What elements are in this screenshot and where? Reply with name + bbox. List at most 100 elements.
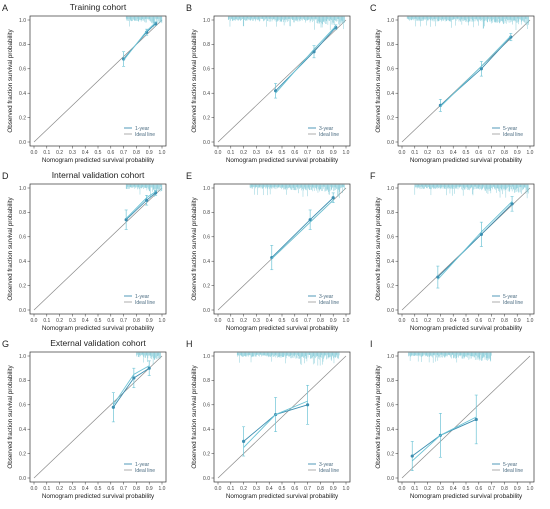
chart-c-point — [479, 67, 483, 71]
chart-g-ideal-line — [33, 355, 163, 479]
chart-g-title: External validation cohort — [50, 338, 146, 348]
chart-f-xlabel: Nomogram predicted survival probability — [410, 325, 523, 332]
chart-c-xlabel: Nomogram predicted survival probability — [410, 157, 523, 164]
chart-h-xtick-label: 0.7 — [304, 486, 311, 492]
chart-b-ytick-label: 0.6 — [203, 67, 210, 73]
chart-e-series-2-line — [271, 199, 334, 260]
chart-e-xtick-label: 0.7 — [304, 318, 311, 324]
chart-a-xtick-label: 0.2 — [56, 150, 63, 156]
chart-h-xtick-label: 0.2 — [240, 486, 247, 492]
chart-f-point — [479, 232, 483, 236]
chart-b-series-2-line — [275, 25, 337, 94]
chart-a-series-2-line — [123, 22, 156, 61]
chart-h-xtick-label: 0.0 — [215, 486, 222, 492]
chart-h-legend-label-1: 3-year — [319, 462, 334, 468]
chart-c-ytick-label: 0.0 — [387, 140, 394, 146]
chart-a-xtick-label: 1.0 — [159, 150, 166, 156]
chart-b-point — [312, 50, 316, 54]
chart-i-ytick-label: 0.4 — [387, 427, 394, 433]
chart-g-letter: G — [2, 339, 9, 349]
chart-h-point — [306, 403, 310, 407]
chart-b-xtick-label: 0.3 — [253, 150, 260, 156]
chart-e-ytick-label: 0.0 — [203, 308, 210, 314]
chart-g-ylabel: Observed fraction survival probability — [7, 365, 14, 469]
chart-d-xtick-label: 0.8 — [133, 318, 140, 324]
chart-c-xtick-label: 0.2 — [424, 150, 431, 156]
chart-d-legend-label-1: 1-year — [135, 294, 150, 300]
chart-a-rug — [125, 16, 163, 29]
chart-a-xtick-label: 0.3 — [69, 150, 76, 156]
chart-c-ytick-label: 1.0 — [387, 18, 394, 24]
chart-f-xtick-label: 0.5 — [463, 318, 470, 324]
chart-g-xtick-label: 0.6 — [107, 486, 114, 492]
chart-c-xtick-label: 0.7 — [488, 150, 495, 156]
chart-g-ytick-label: 0.0 — [19, 476, 26, 482]
chart-g-point — [111, 405, 115, 409]
chart-i-point — [410, 454, 414, 458]
chart-h-rug — [236, 352, 340, 366]
chart-f-xtick-label: 0.2 — [424, 318, 431, 324]
chart-f-xtick-label: 0.4 — [450, 318, 457, 324]
chart-d-ytick-label: 0.0 — [19, 308, 26, 314]
chart-e-xlabel: Nomogram predicted survival probability — [226, 325, 339, 332]
chart-b-point — [274, 89, 278, 93]
chart-e-xtick-label: 0.0 — [215, 318, 222, 324]
chart-h-ideal-line — [217, 355, 347, 479]
chart-b-xtick-label: 0.9 — [330, 150, 337, 156]
chart-e-xtick-label: 0.3 — [253, 318, 260, 324]
chart-i-legend-label-1: 5-year — [503, 462, 518, 468]
chart-h-ytick-label: 1.0 — [203, 354, 210, 360]
chart-c-legend-label-1: 5-year — [503, 126, 518, 132]
chart-a-ytick-label: 0.8 — [19, 42, 26, 48]
chart-a-ylabel: Observed fraction survival probability — [7, 29, 14, 133]
chart-i-xlabel: Nomogram predicted survival probability — [410, 493, 523, 500]
chart-i-xtick-label: 0.6 — [475, 486, 482, 492]
chart-b-ytick-label: 0.8 — [203, 42, 210, 48]
chart-g-legend-label-2: Ideal line — [135, 468, 155, 474]
chart-i-xtick-label: 0.3 — [437, 486, 444, 492]
chart-f-point — [510, 202, 514, 206]
chart-e-xtick-label: 0.6 — [291, 318, 298, 324]
chart-g-xtick-label: 0.2 — [56, 486, 63, 492]
chart-i-rug — [408, 352, 492, 363]
chart-i-xtick-label: 0.2 — [424, 486, 431, 492]
chart-g-ytick-label: 0.2 — [19, 451, 26, 457]
chart-f-xtick-label: 0.1 — [411, 318, 418, 324]
chart-a-xtick-label: 0.1 — [43, 150, 50, 156]
chart-f-letter: F — [370, 171, 376, 181]
chart-f-ytick-label: 0.8 — [387, 210, 394, 216]
chart-d-xtick-label: 1.0 — [159, 318, 166, 324]
chart-g-xtick-label: 0.8 — [133, 486, 140, 492]
chart-i-series-2-line — [411, 416, 477, 462]
chart-d-ytick-label: 0.6 — [19, 235, 26, 241]
chart-h-ytick-label: 0.0 — [203, 476, 210, 482]
chart-b-legend-label-2: Ideal line — [319, 132, 339, 138]
chart-d-xtick-label: 0.6 — [107, 318, 114, 324]
chart-e-ytick-label: 0.2 — [203, 283, 210, 289]
chart-d-xtick-label: 0.1 — [43, 318, 50, 324]
chart-e-xtick-label: 0.4 — [266, 318, 273, 324]
chart-c-letter: C — [370, 3, 377, 13]
chart-h-ytick-label: 0.2 — [203, 451, 210, 457]
chart-c-xtick-label: 0.8 — [501, 150, 508, 156]
chart-d-ytick-label: 0.8 — [19, 210, 26, 216]
chart-h-ylabel: Observed fraction survival probability — [191, 365, 198, 469]
chart-a: A Training cohort 0.0 0.2 0.4 0.6 0.8 1.0 0.0 0.1… — [2, 2, 167, 164]
chart-b-ytick-label: 0.2 — [203, 115, 210, 121]
chart-d-xtick-label: 0.7 — [120, 318, 127, 324]
chart-e-legend-label-2: Ideal line — [319, 300, 339, 306]
chart-a-ideal-line — [33, 19, 163, 143]
chart-h: H 0.0 0.2 0.4 0.6 0.8 1.0 0.0 0.1 0.2 0.3 0.4 0.5 0.6… — [186, 339, 351, 500]
chart-g-ytick-label: 0.6 — [19, 403, 26, 409]
chart-h-legend-label-2: Ideal line — [319, 468, 339, 474]
chart-i-ylabel: Observed fraction survival probability — [375, 365, 382, 469]
chart-g-xtick-label: 0.1 — [43, 486, 50, 492]
chart-a-xtick-label: 0.0 — [31, 150, 38, 156]
chart-g-xtick-label: 1.0 — [159, 486, 166, 492]
chart-h-xtick-label: 1.0 — [343, 486, 350, 492]
chart-c-rug — [406, 16, 529, 31]
chart-e-xtick-label: 0.1 — [227, 318, 234, 324]
chart-a-xlabel: Nomogram predicted survival probability — [42, 157, 155, 164]
chart-c-xtick-label: 0.5 — [463, 150, 470, 156]
